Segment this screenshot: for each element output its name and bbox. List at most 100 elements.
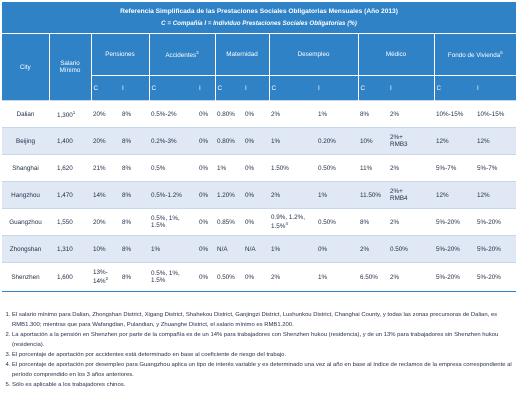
cell-housing-i: 5%-7% [475, 154, 517, 182]
table-row: Beijing 1,400 20% 8% 0.2%-3% 0% 0.80% 0%… [2, 127, 517, 155]
cell-medical-c: 11% [358, 154, 389, 182]
cell-maternity-c: 0.85% [215, 208, 244, 236]
cell-maternity-c: 0.80% [215, 127, 244, 155]
cell-city: Zhongshan [2, 235, 49, 263]
cell-unemployment-c: 0.9%, 1.2%, 1.5%4 [269, 208, 317, 236]
subheader-c: C [214, 75, 244, 101]
cell-city: Guangzhou [2, 208, 49, 236]
cell-housing-c: 5%-7% [434, 154, 476, 182]
cell-unemployment-i: 1% [316, 100, 359, 128]
subheader-c: C [433, 75, 476, 101]
cell-salary: 1,550 [49, 208, 91, 236]
cell-city: Shanghai [2, 154, 49, 182]
cell-salary: 1,400 [49, 127, 91, 155]
cell-pension-i: 8% [120, 181, 149, 209]
column-group-medico: Médico [357, 33, 435, 76]
cell-accident-c: 0.2%-3% [149, 127, 197, 155]
footnote: El porcentaje de aportación por accident… [12, 350, 516, 360]
cell-medical-i: 2%+ RMB4 [388, 181, 435, 209]
cell-medical-c: 10% [358, 127, 389, 155]
footnote: El salario mínimo para Dalian, Zhongshan… [12, 310, 516, 330]
cell-medical-i: 0.50% [388, 235, 435, 263]
cell-maternity-i: 0% [243, 181, 270, 209]
cell-housing-c: 5%-20% [434, 208, 476, 236]
cell-pension-i: 8% [120, 154, 149, 182]
cell-housing-i: 12% [475, 127, 517, 155]
cell-pension-c: 14% [91, 181, 120, 209]
cell-medical-c: 8% [358, 208, 389, 236]
cell-salary: 1,3001 [49, 100, 91, 128]
cell-unemployment-c: 1% [269, 235, 317, 263]
cell-medical-i: 2% [388, 262, 435, 292]
table-body: Dalian 1,3001 20% 8% 0.5%-2% 0% 0.80% 0%… [2, 100, 517, 292]
cell-pension-c: 20% [91, 208, 120, 236]
cell-accident-i: 0% [197, 154, 216, 182]
cell-maternity-i: 0% [243, 154, 270, 182]
footnotes: El salario mínimo para Dalian, Zhongshan… [2, 310, 516, 390]
cell-medical-i: 2% [388, 100, 435, 128]
cell-maternity-c: 1.20% [215, 181, 244, 209]
cell-accident-c: 1% [149, 235, 197, 263]
cell-accident-i: 0% [197, 235, 216, 263]
cell-salary: 1,600 [49, 262, 91, 292]
cell-unemployment-i: 0.50% [316, 154, 359, 182]
cell-housing-i: 5%-20% [475, 235, 517, 263]
cell-medical-i: 2% [388, 154, 435, 182]
cell-unemployment-c: 2% [269, 100, 317, 128]
cell-medical-c: 8% [358, 100, 389, 128]
subheader-i: I [316, 75, 359, 101]
column-header-salary: Salario Mínimo [48, 33, 91, 101]
cell-housing-c: 12% [434, 127, 476, 155]
cell-medical-i: 2%+ RMB3 [388, 127, 435, 155]
cell-housing-c: 12% [434, 181, 476, 209]
table-header-banner: Referencia Simplificada de las Prestacio… [2, 2, 516, 33]
cell-pension-c: 10% [91, 235, 120, 263]
cell-unemployment-i: 1% [316, 262, 359, 292]
cell-accident-i: 0% [197, 262, 216, 292]
cell-medical-c: 2% [358, 235, 389, 263]
table-row: Hangzhou 1,470 14% 8% 0.5%-1.2% 0% 1.20%… [2, 181, 517, 209]
subheader-i: I [197, 75, 216, 101]
column-group-fondo-vivienda: Fondo de Vivienda5 [433, 33, 517, 76]
cell-pension-i: 8% [120, 262, 149, 292]
footnote: El porcentaje de aportación por desemple… [12, 360, 516, 380]
cell-city: Beijing [2, 127, 49, 155]
table-row: Zhongshan 1,310 10% 8% 1% 0% N/A N/A 1% … [2, 235, 517, 263]
table-subtitle: C = Compañía I = Individuo Prestaciones … [161, 20, 357, 27]
cell-salary: 1,620 [49, 154, 91, 182]
cell-maternity-i: 0% [243, 208, 270, 236]
cell-accident-i: 0% [197, 208, 216, 236]
cell-accident-c: 0.5%, 1%, 1.5% [149, 208, 197, 236]
cell-maternity-i: 0% [243, 127, 270, 155]
cell-unemployment-i: 0.20% [316, 127, 359, 155]
column-group-accidentes: Accidentes3 [148, 33, 216, 76]
cell-city: Hangzhou [2, 181, 49, 209]
cell-medical-c: 11.50% [358, 181, 389, 209]
subheader-i: I [120, 75, 149, 101]
table-row: Shenzhen 1,600 13%- 14%2 8% 0.5%, 1%, 1.5%… [2, 262, 517, 292]
table-title: Referencia Simplificada de las Prestacio… [120, 8, 398, 15]
cell-housing-c: 5%-20% [434, 262, 476, 292]
cell-accident-c: 0.5%, 1%, 1.5% [149, 262, 197, 292]
subheader-i: I [243, 75, 270, 101]
cell-unemployment-c: 2% [269, 181, 317, 209]
cell-medical-c: 6.50% [358, 262, 389, 292]
column-group-desempleo: Desempleo [268, 33, 359, 76]
cell-accident-c: 0.5% [149, 154, 197, 182]
cell-salary: 1,470 [49, 181, 91, 209]
cell-pension-i: 8% [120, 235, 149, 263]
benefits-table-wrapper: Referencia Simplificada de las Prestacio… [2, 2, 517, 292]
cell-pension-i: 8% [120, 100, 149, 128]
cell-pension-i: 8% [120, 208, 149, 236]
subheader-c: C [357, 75, 389, 101]
footnote: La aportación a la pensión en Shenzhen p… [12, 330, 516, 350]
cell-accident-c: 0.5%-1.2% [149, 181, 197, 209]
cell-housing-i: 5%-20% [475, 262, 517, 292]
cell-maternity-c: 0.50% [215, 262, 244, 292]
table-row: Guangzhou 1,550 20% 8% 0.5%, 1%, 1.5% 0% … [2, 208, 517, 236]
cell-unemployment-c: 1% [269, 127, 317, 155]
column-group-pensiones: Pensiones [90, 33, 149, 76]
cell-maternity-c: N/A [215, 235, 244, 263]
cell-accident-c: 0.5%-2% [149, 100, 197, 128]
table-row: Shanghai 1,620 21% 8% 0.5% 0% 1% 0% 1.50… [2, 154, 517, 182]
